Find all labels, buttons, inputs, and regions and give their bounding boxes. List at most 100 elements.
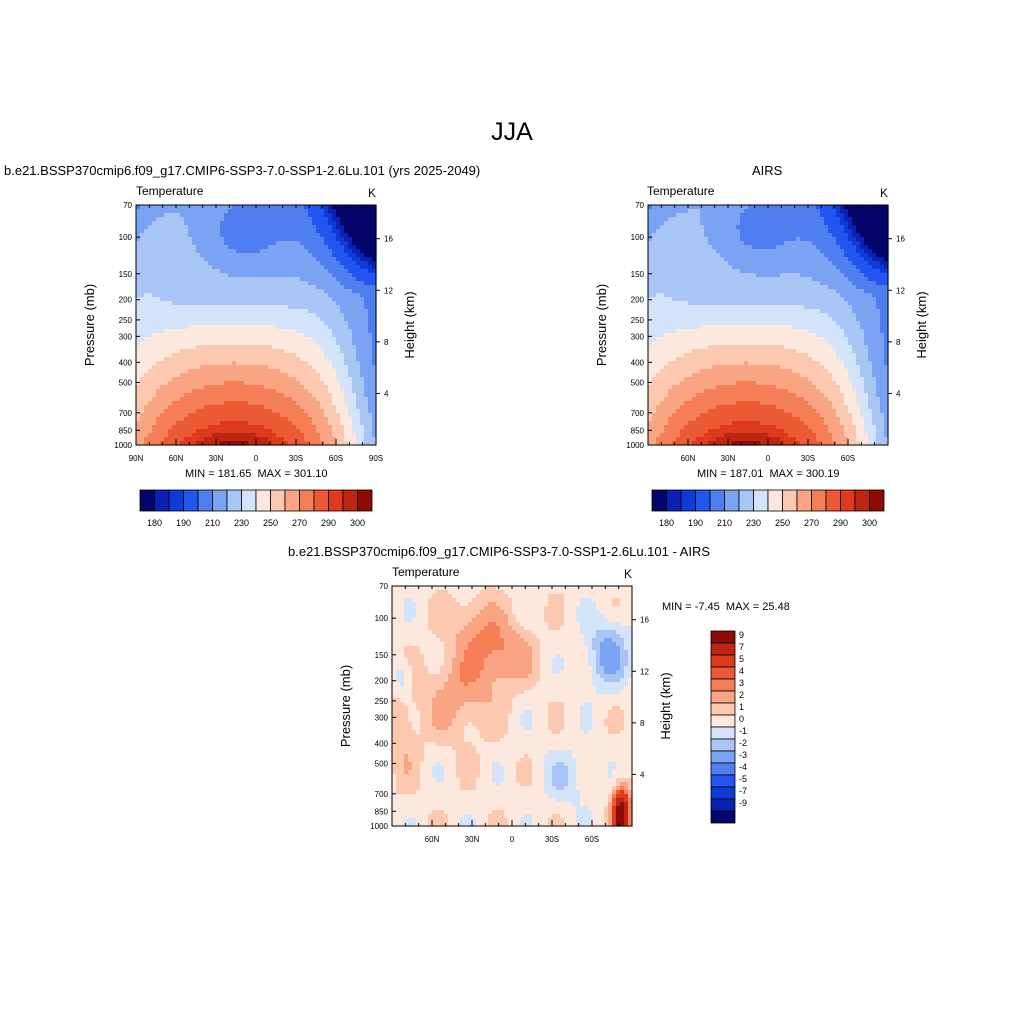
right-field-cell bbox=[704, 257, 709, 262]
right-field-cell bbox=[704, 361, 709, 366]
left-field-cell bbox=[324, 357, 329, 362]
left-field-cell bbox=[220, 321, 225, 326]
left-field-cell bbox=[336, 405, 341, 410]
left-field-cell bbox=[240, 429, 245, 434]
left-field-cell bbox=[308, 289, 313, 294]
left-field-cell bbox=[316, 425, 321, 430]
left-field-cell bbox=[188, 325, 193, 330]
left-field-cell bbox=[364, 401, 369, 406]
left-field-cell bbox=[168, 257, 173, 262]
right-field-cell bbox=[708, 325, 713, 330]
right-field-cell bbox=[648, 317, 653, 322]
left-field-cell bbox=[336, 301, 341, 306]
left-field-cell bbox=[248, 213, 253, 218]
left-field-cell bbox=[360, 373, 365, 378]
left-field-cell bbox=[256, 217, 261, 222]
left-field-cell bbox=[276, 269, 281, 274]
left-field-cell bbox=[212, 345, 217, 350]
right-field-cell bbox=[656, 277, 661, 282]
left-field-cell bbox=[304, 305, 309, 310]
left-field-cell bbox=[272, 397, 277, 402]
left-field-cell bbox=[288, 297, 293, 302]
left-field-cell bbox=[300, 313, 305, 318]
left-field-cell bbox=[340, 429, 345, 434]
left-field-cell bbox=[152, 309, 157, 314]
right-field-cell bbox=[668, 409, 673, 414]
left-field-cell bbox=[276, 397, 281, 402]
left-field-cell bbox=[316, 413, 321, 418]
right-field-cell bbox=[716, 293, 721, 298]
left-field-cell bbox=[220, 261, 225, 266]
left-field-cell bbox=[224, 261, 229, 266]
right-field-cell bbox=[716, 413, 721, 418]
right-field-cell bbox=[712, 213, 717, 218]
left-field-cell bbox=[144, 221, 149, 226]
left-field-cell bbox=[356, 389, 361, 394]
left-field-cell bbox=[156, 349, 161, 354]
left-field-cell bbox=[200, 325, 205, 330]
left-field-cell bbox=[196, 405, 201, 410]
left-field-cell bbox=[312, 313, 317, 318]
left-field-cell bbox=[316, 341, 321, 346]
left-field-cell bbox=[312, 425, 317, 430]
left-field-cell bbox=[136, 253, 141, 258]
left-field-cell bbox=[204, 213, 209, 218]
left-field-cell bbox=[284, 361, 289, 366]
right-field-cell bbox=[708, 353, 713, 358]
left-field-cell bbox=[148, 253, 153, 258]
left-field-cell bbox=[236, 353, 241, 358]
left-field-cell bbox=[336, 293, 341, 298]
left-field-cell bbox=[244, 281, 249, 286]
left-field-cell bbox=[256, 249, 261, 254]
left-field-cell bbox=[284, 365, 289, 370]
right-field-cell bbox=[724, 317, 729, 322]
right-field-cell bbox=[724, 333, 729, 338]
left-field-cell bbox=[344, 293, 349, 298]
left-field-cell bbox=[332, 301, 337, 306]
left-field-cell bbox=[192, 229, 197, 234]
left-field-cell bbox=[360, 429, 365, 434]
left-field-cell bbox=[160, 393, 165, 398]
left-field-cell bbox=[260, 405, 265, 410]
left-field-cell bbox=[344, 441, 349, 446]
left-y-tick-label: 300 bbox=[119, 332, 133, 341]
left-field-cell bbox=[304, 361, 309, 366]
left-field-cell bbox=[332, 349, 337, 354]
right-field-cell bbox=[688, 325, 693, 330]
left-field-cell bbox=[180, 241, 185, 246]
left-field-cell bbox=[368, 385, 373, 390]
left-field-cell bbox=[364, 385, 369, 390]
right-field-cell bbox=[688, 389, 693, 394]
right-field-cell bbox=[696, 425, 701, 430]
left-field-cell bbox=[168, 353, 173, 358]
right-field-cell bbox=[700, 297, 705, 302]
right-field-cell bbox=[680, 381, 685, 386]
right-field-cell bbox=[712, 297, 717, 302]
right-field-cell bbox=[672, 245, 677, 250]
left-field-cell bbox=[304, 417, 309, 422]
left-field-cell bbox=[284, 249, 289, 254]
left-field-cell bbox=[156, 441, 161, 446]
left-field-cell bbox=[372, 297, 377, 302]
left-field-cell bbox=[216, 285, 221, 290]
left-field-cell bbox=[300, 233, 305, 238]
left-field-cell bbox=[284, 233, 289, 238]
left-field-cell bbox=[180, 353, 185, 358]
left-y-tick-label: 400 bbox=[119, 358, 133, 367]
right-field-cell bbox=[664, 381, 669, 386]
right-field-cell bbox=[664, 213, 669, 218]
left-field-cell bbox=[240, 321, 245, 326]
right-field-cell bbox=[688, 409, 693, 414]
left-field-cell bbox=[240, 425, 245, 430]
left-field-cell bbox=[312, 273, 317, 278]
right-field-cell bbox=[696, 361, 701, 366]
left-field-cell bbox=[360, 285, 365, 290]
left-field-cell bbox=[368, 389, 373, 394]
right-field-cell bbox=[664, 281, 669, 286]
left-field-cell bbox=[156, 221, 161, 226]
right-field-cell bbox=[720, 225, 725, 230]
left-field-cell bbox=[352, 373, 357, 378]
right-field-cell bbox=[668, 309, 673, 314]
left-field-cell bbox=[312, 301, 317, 306]
left-field-cell bbox=[180, 257, 185, 262]
